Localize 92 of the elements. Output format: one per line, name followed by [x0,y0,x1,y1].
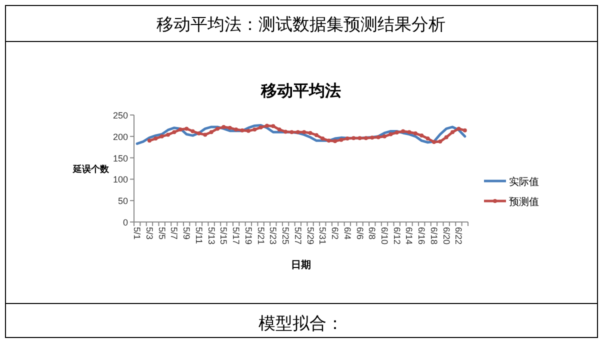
point [184,126,189,131]
y-tick-label: 150 [112,153,128,164]
x-tick-label: 6/14 [404,227,414,245]
point [246,128,250,133]
point [203,132,208,137]
legend-label: 预测值 [509,196,539,208]
x-tick-label: 5/23 [268,227,278,245]
x-tick-label: 6/20 [441,227,452,245]
point [426,136,430,141]
point [234,128,238,132]
x-tick-label: 6/22 [454,227,464,245]
legend-label: 实际值 [509,176,539,188]
x-tick-label: 5/17 [231,227,242,245]
point [222,124,226,129]
point [326,138,331,143]
point [320,136,325,141]
chart-title: 移动平均法 [260,82,341,100]
text: 模型拟合： [258,314,344,333]
point [216,126,220,131]
y-tick-label: 0 [122,218,128,228]
y-tick-label: 200 [112,132,128,142]
point [290,130,294,134]
x-axis-title: 日期 [291,259,311,271]
x-tick-label: 5/11 [194,227,204,244]
x-tick-label: 6/4 [342,227,352,240]
point [264,124,269,128]
point [370,136,374,140]
point [358,136,362,140]
x-tick-label: 5/21 [256,227,266,245]
y-axis-title: 延误个数 [72,164,110,174]
point [284,130,288,134]
point [382,134,386,138]
point [172,130,176,134]
x-tick-label: 5/1 [132,227,142,240]
point [196,131,201,136]
x-tick-label: 5/25 [280,227,291,245]
x-tick-label: 5/19 [243,227,254,245]
y-tick-label: 50 [118,196,128,206]
point [154,136,158,141]
point [302,130,306,134]
point [364,136,368,140]
point [388,132,393,136]
point [296,130,300,134]
point [444,135,448,140]
x-tick-label: 5/7 [169,227,180,240]
point [438,140,442,144]
x-tick-label: 5/5 [156,227,167,240]
point [420,134,424,138]
x-tick-label: 6/12 [392,227,402,245]
point [160,134,164,138]
x-tick-label: 5/27 [292,227,303,245]
point [394,130,399,135]
point [432,140,436,144]
x-tick-label: 5/3 [144,227,154,240]
point [178,128,182,132]
point [401,129,406,134]
point [407,130,412,134]
x-tick-label: 6/18 [428,227,439,245]
point [252,128,257,132]
y-tick-label: 250 [112,110,128,120]
y-tick-label: 100 [112,174,128,185]
x-tick-label: 6/16 [416,227,427,245]
x-tick-label: 5/29 [305,227,316,245]
x-tick-label: 5/15 [218,227,229,245]
point [308,130,312,135]
x-tick-label: 5/13 [206,227,216,245]
x-tick-label: 6/6 [354,227,365,240]
point [413,131,418,136]
point [456,126,461,131]
point [352,136,356,140]
point [190,129,195,134]
x-tick-label: 5/9 [182,227,192,240]
point [271,124,276,128]
point [258,125,263,130]
point [277,128,282,132]
point [333,139,338,144]
x-tick-label: 6/2 [330,227,340,240]
x-tick-label: 6/10 [380,227,390,245]
point [166,132,170,137]
point [147,138,152,143]
point [209,130,214,134]
text: 移动平均法：测试数据集预测结果分析 [156,15,446,34]
x-tick-label: 6/8 [367,227,378,240]
point [376,135,380,140]
point [339,138,344,142]
point [314,133,318,138]
point [228,126,232,130]
point [345,136,350,141]
point [450,130,455,134]
point [240,128,244,132]
point [462,128,467,132]
x-tick-label: 5/31 [318,227,328,245]
